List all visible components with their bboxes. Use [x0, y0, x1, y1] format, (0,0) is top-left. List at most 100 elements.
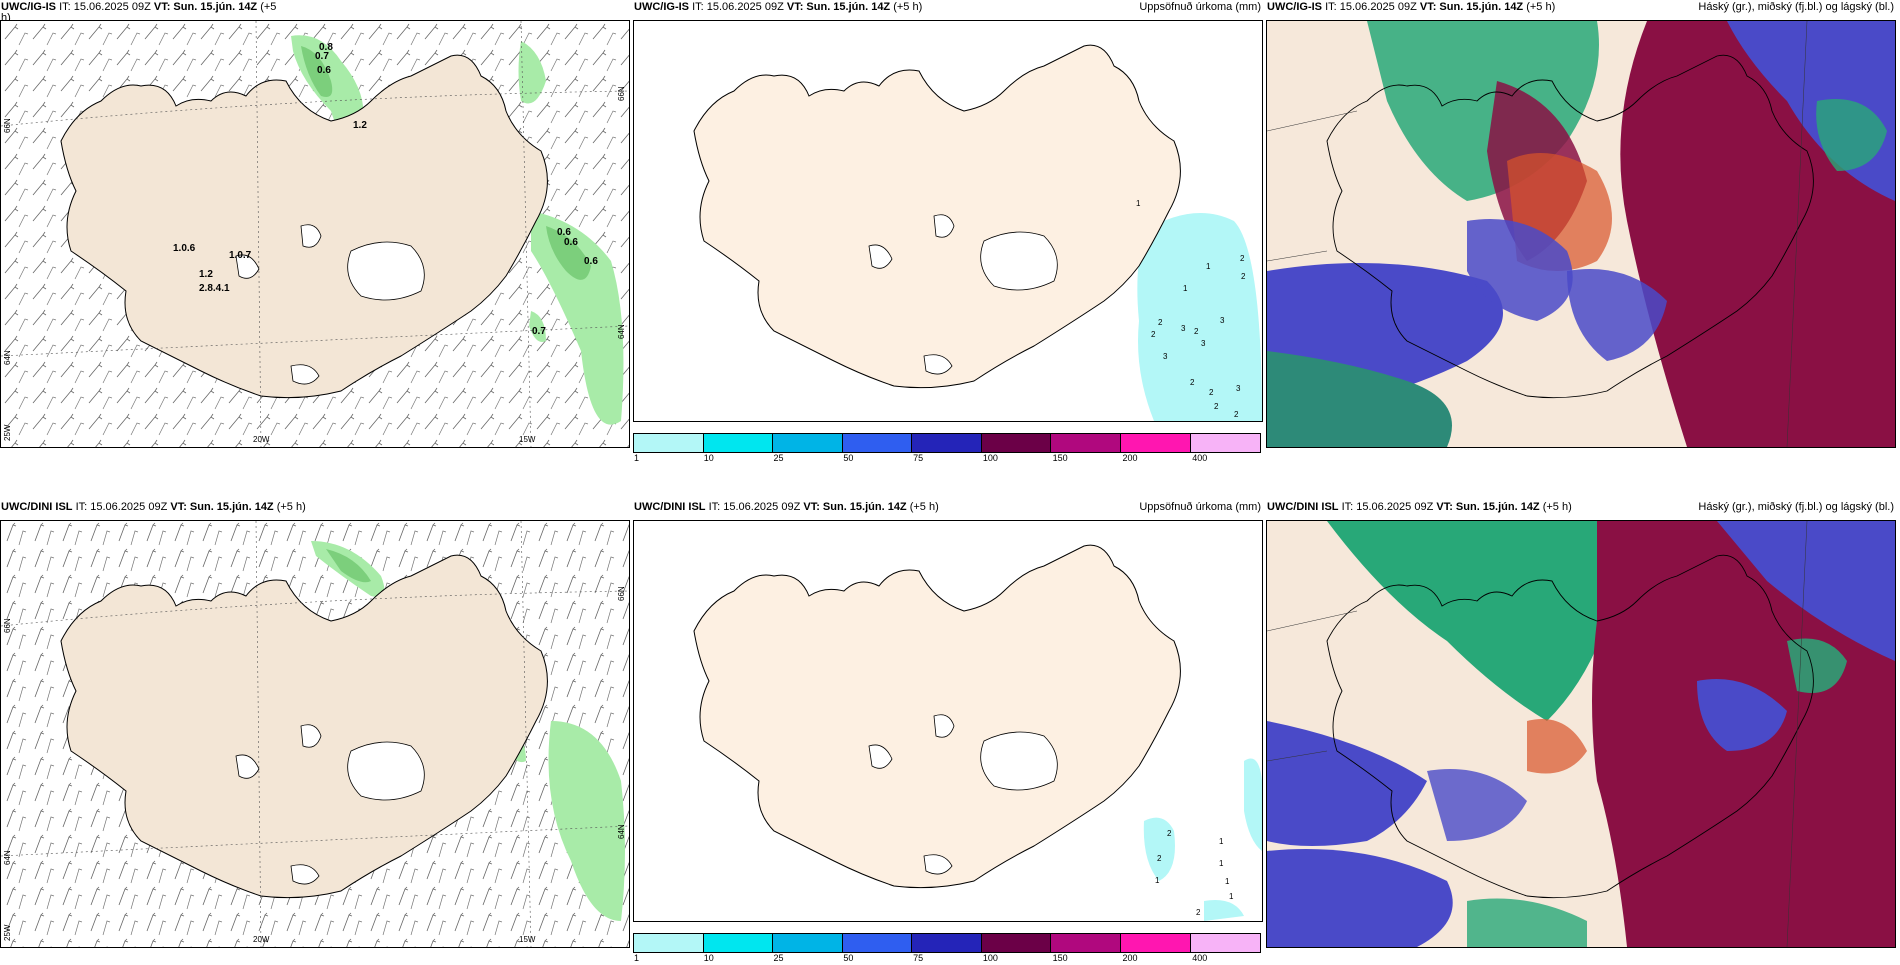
- colorbar-swatch: [842, 934, 913, 952]
- panel-wind-igis: UWC/IG-IS IT: 15.06.2025 09Z VT: Sun. 15…: [0, 0, 630, 448]
- lat-label-66-right: 66N: [617, 586, 626, 601]
- lead-time: (+5: [260, 1, 277, 13]
- colorbar-tick-label: 25: [773, 953, 784, 963]
- colorbar-tick-label: 150: [1052, 453, 1068, 463]
- graticule: [1, 521, 629, 947]
- panel-title: UWC/IG-IS IT: 15.06.2025 09Z VT: Sun. 15…: [634, 0, 922, 14]
- precip-value: 2: [1209, 388, 1214, 397]
- init-time: IT: 15.06.2025 09Z: [1325, 1, 1417, 13]
- precip-value: 3: [1201, 339, 1206, 348]
- colorbar-swatch: [703, 934, 774, 952]
- colorbar-swatch: [634, 934, 704, 952]
- colorbar: [633, 933, 1261, 953]
- map-frame: [1266, 520, 1896, 948]
- lat-label-64-right: 64N: [617, 324, 626, 339]
- valid-time: VT: Sun. 15.jún. 14Z: [153, 1, 258, 13]
- precip-value: 2: [1194, 327, 1199, 336]
- init-time: IT: 15.06.2025 09Z: [1341, 501, 1434, 513]
- precip-value: 1: [1155, 876, 1160, 885]
- precip-value: 2: [1151, 330, 1156, 339]
- colorbar-swatch: [773, 434, 843, 452]
- map-frame: 1 2 2 1 1 2 2 3 2 3 3 3 2 2 3 2 2: [633, 20, 1263, 422]
- valid-time: VT: Sun. 15.jún. 14Z: [1419, 1, 1524, 13]
- panel-wind-dini: UWC/DINI ISL IT: 15.06.2025 09Z VT: Sun.…: [0, 500, 630, 948]
- iceland-land: [60, 54, 548, 399]
- init-time: IT: 15.06.2025 09Z: [708, 501, 801, 513]
- precip-value: 1.0.7: [229, 250, 252, 261]
- model-label: UWC/DINI ISL: [1267, 501, 1339, 513]
- panel-precip-igis: UWC/IG-IS IT: 15.06.2025 09Z VT: Sun. 15…: [633, 0, 1263, 463]
- precip-labels: 2 2 1 1 1 1 1 2: [1155, 829, 1234, 917]
- precip-value: 0.6: [557, 227, 571, 238]
- precip-areas: [311, 541, 625, 921]
- valid-time: VT: Sun. 15.jún. 14Z: [170, 501, 274, 513]
- panel-clouds-dini: UWC/DINI ISL IT: 15.06.2025 09Z VT: Sun.…: [1266, 500, 1896, 948]
- iceland-outline: [1326, 54, 1814, 399]
- precip-value: 2: [1190, 378, 1195, 387]
- colorbar-swatch: [1120, 934, 1191, 952]
- lon-label-15: 15W: [519, 435, 536, 444]
- model-label: UWC/IG-IS: [1, 1, 56, 13]
- panel-title: UWC/IG-IS IT: 15.06.2025 09Z VT: Sun. 15…: [1267, 0, 1555, 14]
- lead-time: (+5 h): [909, 501, 939, 513]
- colorbar-swatch: [912, 934, 982, 952]
- precip-value: 2.8.4.1: [199, 283, 230, 294]
- init-time: IT: 15.06.2025 09Z: [692, 1, 784, 13]
- precip-area: [1137, 213, 1262, 421]
- model-label: UWC/DINI ISL: [1, 501, 73, 513]
- colorbar-tick-label: 1: [634, 953, 640, 963]
- wind-map: [1, 521, 629, 947]
- precip-value: 2: [1158, 318, 1163, 327]
- precip-labels: 1 2 2 1 1 2 2 3 2 3 3 3 2 2 3 2 2: [1136, 199, 1246, 419]
- field-label: Uppsöfnuð úrkoma (mm): [1139, 1, 1261, 13]
- iceland-outline: [1326, 554, 1814, 899]
- colorbar-swatch: [1051, 934, 1121, 952]
- precip-value: 1: [1219, 837, 1224, 846]
- precip-value: 3: [1236, 384, 1241, 393]
- valid-time: VT: Sun. 15.jún. 14Z: [1436, 501, 1540, 513]
- precip-map: 2 2 1 1 1 1 1 2: [634, 521, 1262, 921]
- valid-time: VT: Sun. 15.jún. 14Z: [803, 501, 907, 513]
- precip-map: 1 2 2 1 1 2 2 3 2 3 3 3 2 2 3 2 2: [634, 21, 1262, 421]
- colorbar-swatch: [981, 434, 1052, 452]
- colorbar-tick-label: 10: [703, 953, 714, 963]
- lon-label-15: 15W: [519, 935, 536, 944]
- precip-value: 1: [1229, 892, 1234, 901]
- precip-value: 1: [1219, 859, 1224, 868]
- lon-label-20: 20W: [253, 935, 270, 944]
- precip-value: 0.8: [319, 42, 333, 53]
- panel-title: UWC/IG-IS IT: 15.06.2025 09Z VT: Sun. 15…: [1, 0, 276, 14]
- precip-value: 1.0.6: [173, 243, 196, 254]
- panel-title: UWC/DINI ISL IT: 15.06.2025 09Z VT: Sun.…: [1267, 500, 1572, 514]
- colorbar-tick-label: 75: [913, 453, 924, 463]
- colorbar-swatch: [912, 434, 982, 452]
- lat-label-66: 66N: [3, 618, 12, 633]
- map-frame: 0.8 0.7 0.6 1.2 1.0.6 1.0.7 1.2 2.8.4.1 …: [0, 20, 630, 448]
- precip-value: 3: [1181, 324, 1186, 333]
- colorbar-tick-label: 10: [703, 453, 714, 463]
- precip-value: 2: [1157, 854, 1162, 863]
- panel-title: UWC/DINI ISL IT: 15.06.2025 09Z VT: Sun.…: [1, 500, 306, 514]
- precip-value: 3: [1220, 316, 1225, 325]
- map-frame: [1266, 20, 1896, 448]
- model-label: UWC/IG-IS: [1267, 1, 1322, 13]
- wind-map: 0.8 0.7 0.6 1.2 1.0.6 1.0.7 1.2 2.8.4.1 …: [1, 21, 629, 447]
- colorbar-swatch: [981, 934, 1052, 952]
- colorbar-swatch: [1190, 934, 1261, 952]
- colorbar-tick-label: 100: [982, 453, 998, 463]
- colorbar-swatch: [703, 434, 774, 452]
- field-label: Uppsöfnuð úrkoma (mm): [1139, 501, 1261, 513]
- precip-value: 1.2: [199, 269, 213, 280]
- colorbar-tick-label: 150: [1052, 953, 1068, 963]
- panel-precip-dini: UWC/DINI ISL IT: 15.06.2025 09Z VT: Sun.…: [633, 500, 1263, 963]
- colorbar-tick-label: 100: [982, 953, 998, 963]
- precip-value: 0.6: [584, 256, 598, 267]
- precip-value: 2: [1167, 829, 1172, 838]
- field-label: Háský (gr.), miðský (fj.bl.) og lágský (…: [1698, 1, 1894, 13]
- precip-value: 2: [1214, 402, 1219, 411]
- colorbar-swatch: [842, 434, 913, 452]
- precip-value: 0.7: [315, 51, 329, 62]
- colorbar-labels: 1 10 25 50 75 100 150 200 400: [633, 453, 1261, 465]
- precip-value: 2: [1241, 272, 1246, 281]
- init-time: IT: 15.06.2025 09Z: [59, 1, 151, 13]
